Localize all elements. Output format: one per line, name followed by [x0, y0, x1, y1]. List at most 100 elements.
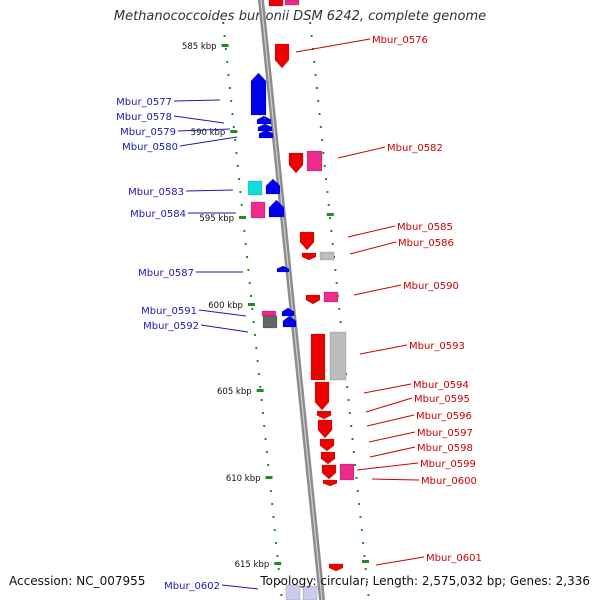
gene-label-line	[375, 556, 425, 566]
gene-label: Mbur_0586	[398, 238, 454, 249]
scale-dot-left	[226, 61, 229, 63]
scale-dot-right	[339, 321, 342, 323]
scale-dot-right	[317, 100, 320, 102]
gene-label: Mbur_0594	[413, 380, 469, 391]
scale-dot-left	[261, 412, 264, 414]
scale-dot-right	[335, 282, 338, 284]
gene-label: Mbur_0577	[116, 97, 172, 108]
scale-dot-right	[318, 113, 321, 115]
genome-backbone-highlight	[260, 0, 323, 600]
gene-label: Mbur_0576	[372, 35, 428, 46]
gene-feature	[302, 585, 318, 600]
scale-dot-right	[315, 87, 318, 89]
scale-dot-right	[359, 516, 362, 518]
scale-label: 595 kbp	[199, 214, 234, 224]
scale-dot-left	[279, 581, 282, 583]
scale-dot-left	[234, 139, 237, 141]
scale-label: 610 kbp	[226, 474, 261, 484]
scale-dot-left	[247, 269, 250, 271]
scale-dot-left	[280, 594, 283, 596]
gene-label-line	[349, 241, 397, 255]
scale-dot-left	[223, 35, 226, 37]
gene-label-line	[221, 584, 259, 590]
scale-dot-left	[238, 178, 241, 180]
scale-dot-right	[321, 139, 324, 141]
gene-label-line	[371, 478, 420, 481]
gene-label: Mbur_0597	[417, 428, 473, 439]
scale-dot-left	[246, 256, 249, 258]
scale-dot-left	[236, 165, 239, 167]
scale-tick	[256, 389, 264, 392]
gene-label: Mbur_0596	[416, 411, 472, 422]
gene-feature	[299, 231, 315, 251]
gene-feature	[284, 0, 300, 6]
scale-dot-left	[264, 438, 267, 440]
gene-feature	[320, 451, 336, 465]
scale-dot-right	[326, 191, 329, 193]
scale-dot-right	[309, 22, 312, 24]
scale-dot-right	[319, 126, 322, 128]
scale-dot-left	[235, 152, 238, 154]
scale-dot-left	[248, 282, 251, 284]
gene-feature	[321, 464, 337, 480]
gene-label: Mbur_0580	[122, 142, 178, 153]
gene-label-line	[359, 344, 408, 355]
gene-label-line	[353, 284, 402, 296]
scale-dot-right	[331, 243, 334, 245]
scale-tick	[265, 476, 273, 479]
scale-dot-left	[244, 243, 247, 245]
scale-dot-left	[271, 503, 274, 505]
gene-feature	[301, 252, 317, 261]
scale-dot-left	[232, 126, 235, 128]
scale-dot-left	[251, 308, 254, 310]
gene-label-line	[356, 462, 419, 471]
gene-label-line	[366, 414, 415, 427]
gene-feature	[285, 584, 301, 600]
scale-dot-right	[329, 217, 332, 219]
gene-label-line	[337, 146, 386, 159]
gene-feature	[257, 123, 273, 132]
scale-label: 590 kbp	[191, 128, 226, 138]
scale-dot-right	[366, 581, 369, 583]
gene-label: Mbur_0593	[409, 341, 465, 352]
scale-dot-right	[325, 178, 328, 180]
scale-dot-left	[260, 399, 263, 401]
scale-dot-right	[360, 529, 363, 531]
gene-label-line	[368, 431, 416, 443]
gene-label: Mbur_0602	[164, 581, 220, 592]
gene-label: Mbur_0578	[116, 112, 172, 123]
scale-tick	[221, 44, 229, 47]
gene-feature	[322, 479, 338, 487]
gene-feature	[314, 381, 330, 411]
gene-label-line	[185, 189, 234, 192]
gene-label-line	[295, 38, 371, 53]
gene-label: Mbur_0582	[387, 143, 443, 154]
gene-label: Mbur_0579	[120, 127, 176, 138]
scale-dot-left	[249, 295, 252, 297]
scale-dot-right	[362, 542, 365, 544]
scale-dot-left	[277, 568, 280, 570]
scale-dot-right	[310, 35, 313, 37]
gene-feature	[250, 201, 266, 219]
gene-label: Mbur_0587	[138, 268, 194, 279]
scale-dot-right	[333, 256, 336, 258]
gene-label-line	[365, 397, 413, 413]
gene-label: Mbur_0600	[421, 476, 477, 487]
genome-title: Methanococcoides burtonii DSM 6242, comp…	[113, 9, 487, 24]
scale-dot-right	[322, 152, 325, 154]
gene-feature	[305, 294, 321, 305]
scale-dot-left	[275, 542, 278, 544]
scale-tick	[326, 213, 334, 216]
gene-label-line	[179, 136, 238, 147]
gene-feature	[268, 199, 285, 218]
gene-feature	[258, 129, 274, 139]
scale-dot-right	[351, 438, 354, 440]
gene-feature	[329, 331, 347, 381]
scale-dot-left	[272, 516, 275, 518]
gene-feature	[317, 419, 333, 439]
scale-dot-left	[231, 113, 234, 115]
gene-feature	[306, 150, 323, 172]
gene-label: Mbur_0601	[426, 553, 482, 564]
gene-label-line	[363, 383, 412, 394]
gene-feature	[282, 315, 297, 328]
